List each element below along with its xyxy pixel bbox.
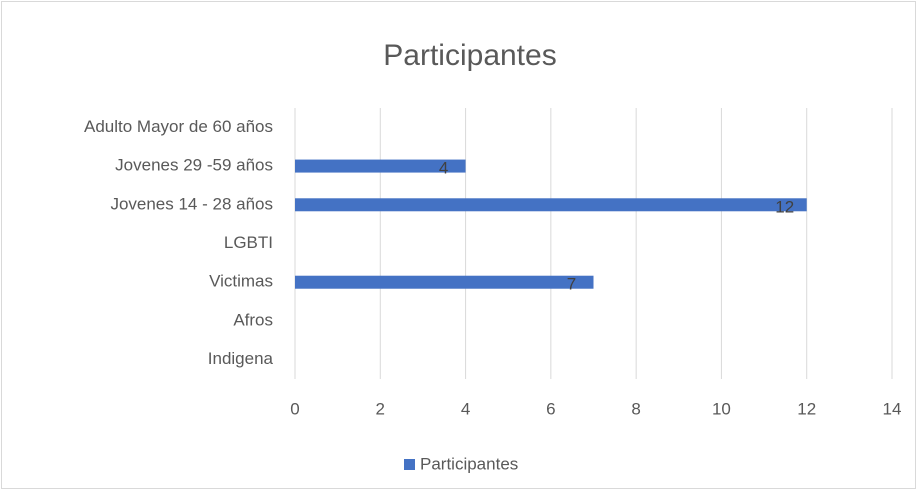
chart-title: Participantes: [383, 39, 556, 72]
bar: [295, 275, 594, 289]
y-tick-label: Adulto Mayor de 60 años: [84, 117, 273, 136]
legend-swatch: [404, 459, 415, 470]
x-tick-label: 8: [631, 399, 640, 418]
x-tick-label: 0: [290, 399, 299, 418]
y-tick-label: Jovenes 29 -59 años: [115, 156, 273, 175]
data-label: 4: [439, 159, 448, 178]
bar: [295, 198, 807, 212]
data-label: 7: [567, 275, 576, 294]
x-tick-label: 4: [461, 399, 470, 418]
x-tick-label: 12: [797, 399, 816, 418]
x-tick-label: 10: [712, 399, 731, 418]
y-tick-label: LGBTI: [224, 233, 273, 252]
y-tick-label: Afros: [233, 310, 273, 329]
x-tick-label: 6: [546, 399, 555, 418]
bar: [295, 159, 466, 173]
y-tick-label: Jovenes 14 - 28 años: [110, 194, 273, 213]
y-tick-label: Victimas: [209, 272, 273, 291]
legend-label: Participantes: [420, 454, 518, 473]
x-tick-label: 14: [883, 399, 902, 418]
y-tick-label: Indigena: [208, 349, 274, 368]
x-tick-label: 2: [376, 399, 385, 418]
data-label: 12: [775, 197, 794, 216]
